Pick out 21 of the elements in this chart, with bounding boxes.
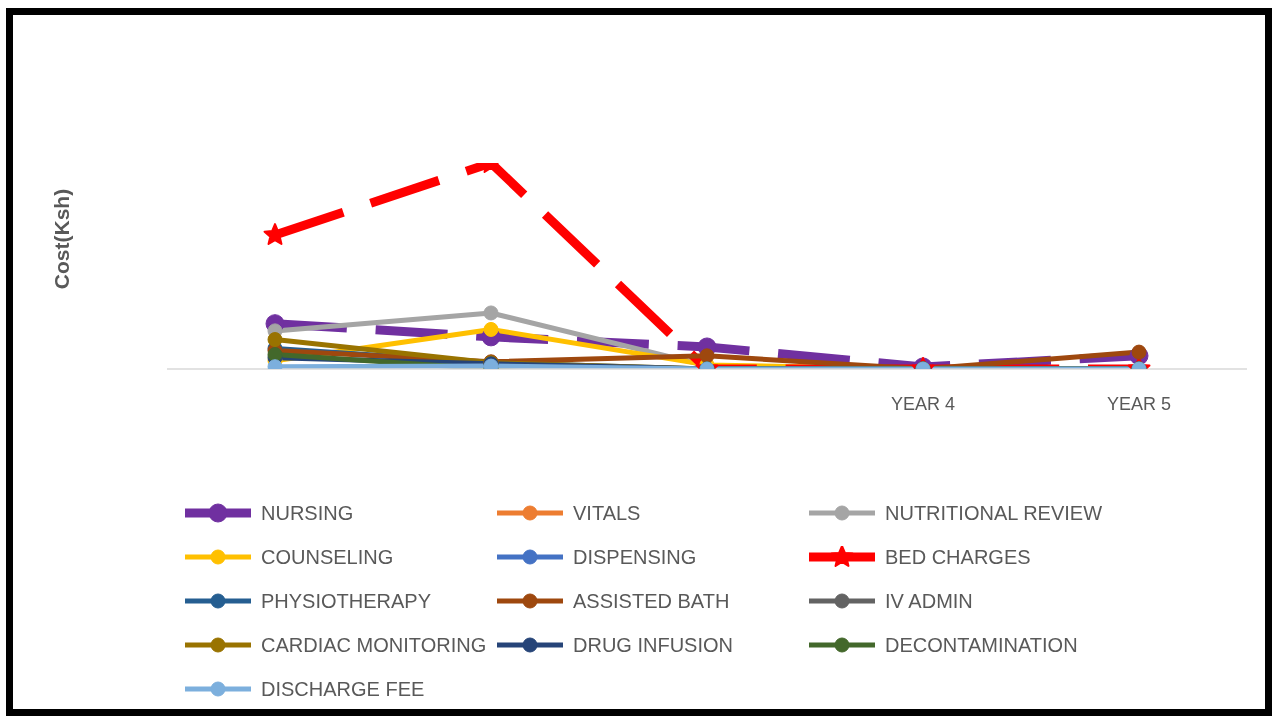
legend-label: DRUG INFUSION bbox=[573, 633, 733, 657]
y-axis-title: Cost(Ksh) bbox=[50, 188, 74, 290]
legend-label: COUNSELING bbox=[261, 545, 394, 569]
point bbox=[1131, 344, 1147, 360]
legend-label: DISCHARGE FEE bbox=[261, 677, 425, 701]
legend-label: PHYSIOTHERAPY bbox=[261, 589, 432, 613]
legend-label: DECONTAMINATION bbox=[885, 633, 1078, 657]
x-tick-label: YEAR 5 bbox=[1106, 393, 1172, 414]
legend-label: NUTRITIONAL REVIEW bbox=[885, 501, 1103, 525]
legend-label: DISPENSING bbox=[573, 545, 697, 569]
legend-label: VITALS bbox=[573, 501, 641, 525]
legend-label: IV ADMIN bbox=[885, 589, 973, 613]
legend-label: BED CHARGES bbox=[885, 545, 1031, 569]
x-tick-label: YEAR 4 bbox=[890, 393, 956, 414]
point bbox=[483, 321, 499, 337]
point bbox=[267, 332, 283, 348]
point bbox=[699, 348, 715, 364]
point bbox=[483, 305, 499, 321]
legend-label: NURSING bbox=[261, 501, 354, 525]
legend-label: ASSISTED BATH bbox=[573, 589, 730, 613]
legend-label: CARDIAC MONITORING bbox=[261, 633, 487, 657]
